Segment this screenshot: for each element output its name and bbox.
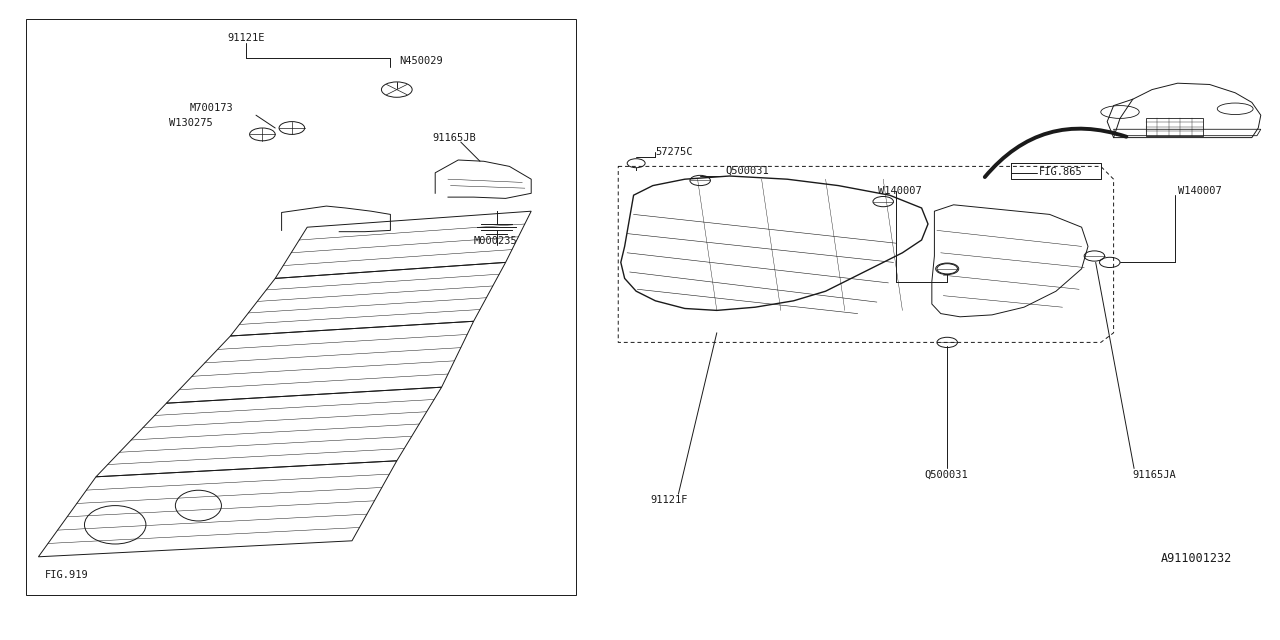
- Text: 91121E: 91121E: [227, 33, 265, 44]
- Text: FIG.919: FIG.919: [45, 570, 88, 580]
- Text: W130275: W130275: [169, 118, 212, 128]
- Text: Q500031: Q500031: [726, 166, 769, 176]
- Text: 57275C: 57275C: [655, 147, 692, 157]
- Bar: [1146, 118, 1203, 136]
- Text: N450029: N450029: [399, 56, 443, 66]
- Text: M000235: M000235: [474, 236, 517, 246]
- Text: W140007: W140007: [1178, 186, 1221, 196]
- Text: M700173: M700173: [189, 102, 233, 113]
- Text: A911001232: A911001232: [1161, 552, 1233, 564]
- Text: Q500031: Q500031: [924, 470, 968, 480]
- Text: 91165JA: 91165JA: [1133, 470, 1176, 480]
- Text: 91121F: 91121F: [650, 495, 687, 506]
- Text: 91165JB: 91165JB: [433, 132, 476, 143]
- FancyArrowPatch shape: [984, 129, 1126, 177]
- Bar: [26, 19, 576, 595]
- Text: W140007: W140007: [878, 186, 922, 196]
- Text: FIG.865: FIG.865: [1039, 166, 1083, 177]
